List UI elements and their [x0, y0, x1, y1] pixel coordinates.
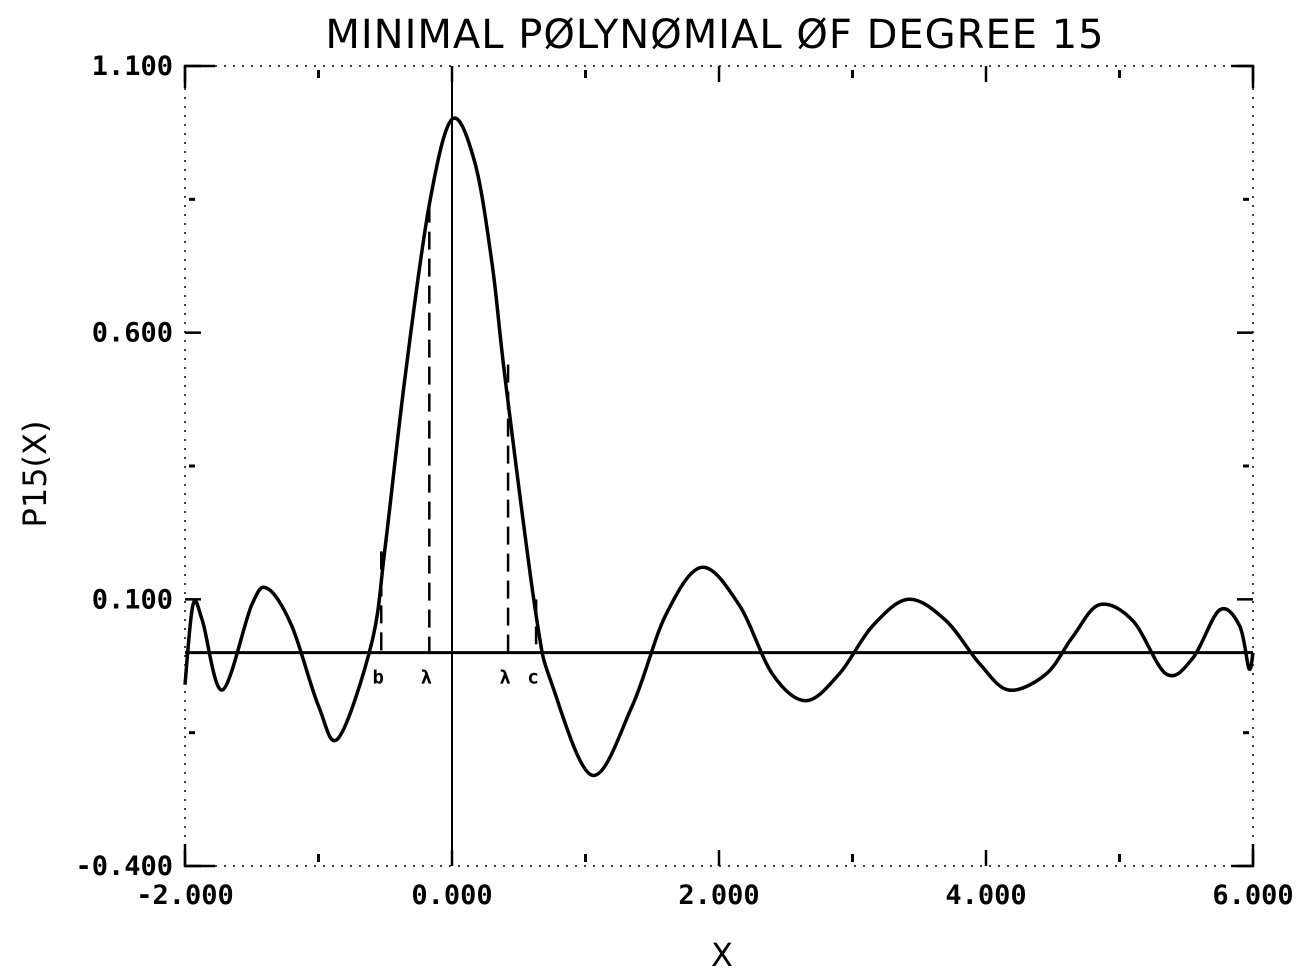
frame-corner-bottom-left [183, 844, 215, 868]
x-tick-label: 0.000 [411, 880, 492, 911]
x-tick-label: 6.000 [1212, 880, 1293, 911]
marker-label: λ [499, 667, 510, 689]
y-tick-label: -0.400 [75, 851, 173, 882]
frame-corner-top-right [1231, 64, 1255, 88]
y-tick-label: 1.100 [92, 51, 173, 82]
frame-corner-top-left [183, 64, 215, 88]
y-tick-label: 0.100 [92, 584, 173, 615]
frame-corner-bottom-right [1231, 844, 1255, 868]
x-tick-label: 4.000 [945, 880, 1026, 911]
y-axis-title: P15(X) [16, 421, 54, 528]
series-line [183, 116, 1255, 778]
x-axis-title: X [711, 936, 733, 974]
x-tick-label: 2.000 [678, 880, 759, 911]
marker-label: λ [421, 667, 432, 689]
ticks-layer: -0.400 0.100 0.600 1.100 -2.000 0.000 2.000 4.0… [75, 51, 1293, 911]
marker-label: c [527, 667, 538, 689]
x-tick-label: -2.000 [136, 880, 234, 911]
series-layer [183, 66, 1255, 866]
marker-label: b [373, 667, 384, 689]
plot-frame [183, 64, 1255, 868]
y-tick-label: 0.600 [92, 318, 173, 349]
chart-title: MINIMAL PØLYNØMIAL ØF DEGREE 15 [325, 12, 1104, 58]
